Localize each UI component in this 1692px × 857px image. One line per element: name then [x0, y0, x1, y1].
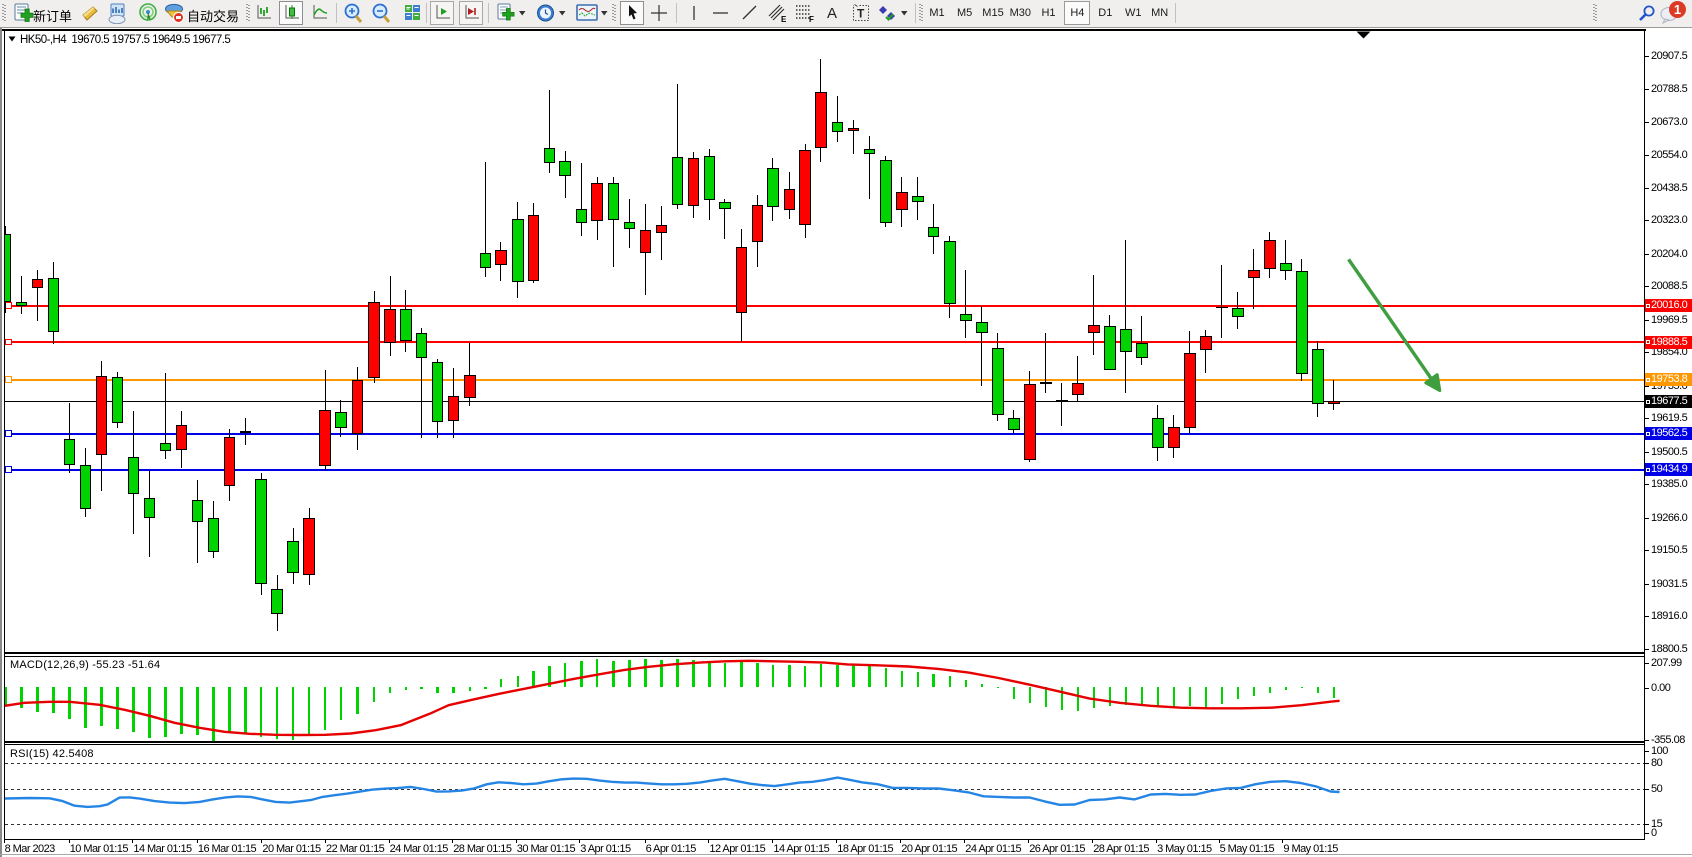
svg-text:E: E [781, 15, 787, 24]
svg-text:F: F [809, 15, 814, 24]
svg-text:T: T [857, 7, 865, 21]
